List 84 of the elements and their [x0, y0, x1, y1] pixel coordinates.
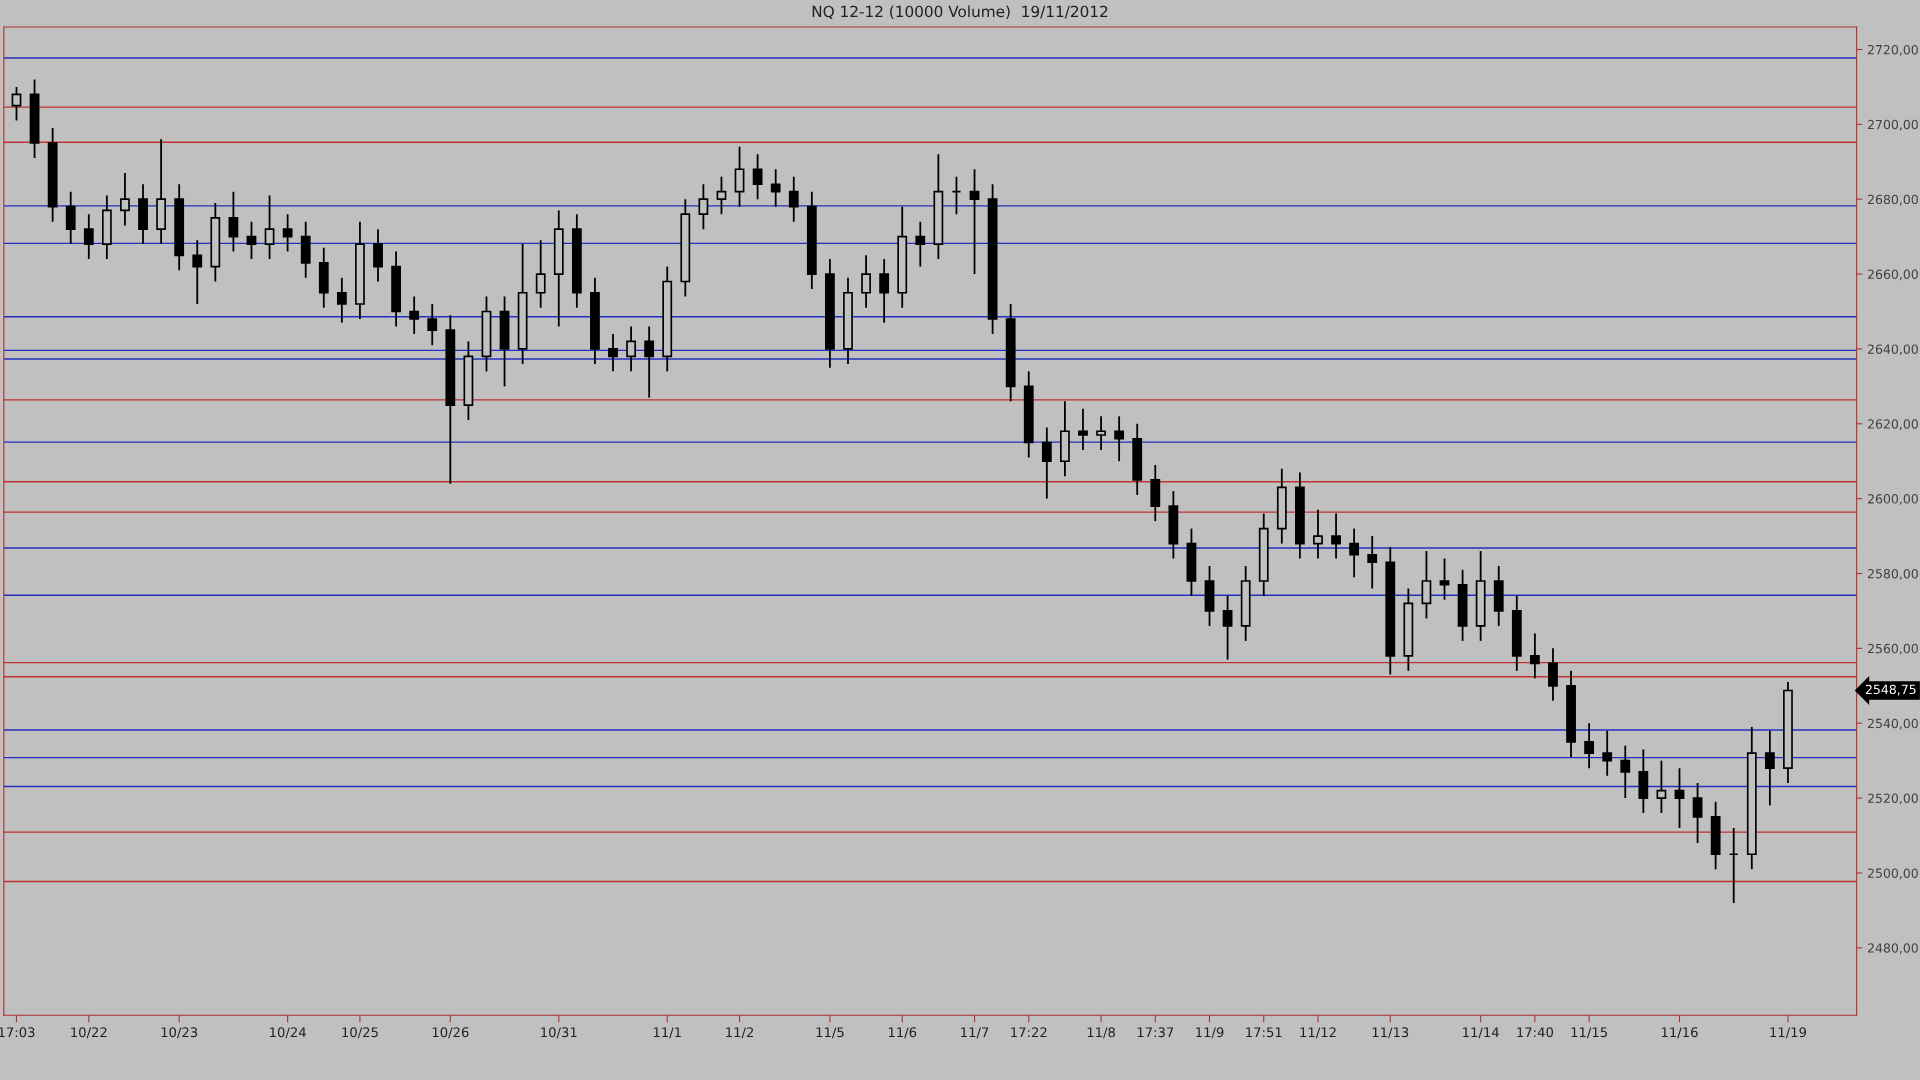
candlestick — [246, 220, 257, 260]
candlestick — [282, 213, 293, 253]
candlestick — [264, 194, 275, 260]
text: 2548,75 — [1865, 684, 1916, 696]
candlestick — [228, 190, 239, 253]
candlestick — [1222, 595, 1233, 661]
y-tick-label: 2600,00 — [1867, 494, 1918, 505]
candlestick — [65, 190, 76, 246]
candlestick — [1548, 647, 1558, 702]
y-tick-label: 2620,00 — [1867, 419, 1918, 430]
x-tick-label: 11/19 — [1770, 1027, 1807, 1039]
candlestick — [626, 325, 636, 373]
candlestick — [409, 295, 420, 335]
y-tick-label: 2540,00 — [1867, 718, 1918, 730]
y-tick-label: 2680,00 — [1867, 194, 1918, 206]
candlestick — [1529, 632, 1540, 680]
x-tick-label: 10/26 — [432, 1027, 469, 1039]
y-tick-label: 2580,00 — [1867, 568, 1918, 580]
candlestick — [734, 145, 745, 208]
y-tick-label: 2700,00 — [1867, 119, 1918, 131]
candlestick — [716, 175, 727, 216]
candlestick — [1692, 782, 1703, 844]
x-tick-label: 10/24 — [270, 1027, 306, 1039]
x-tick-label: 10/23 — [161, 1027, 198, 1039]
x-tick-label: 11/2 — [726, 1027, 754, 1039]
x-tick-label: 11/14 — [1463, 1027, 1499, 1039]
candlestick — [644, 325, 655, 399]
candlestick — [1584, 722, 1595, 770]
x-tick-label: 11/9 — [1196, 1027, 1224, 1039]
candlestick — [1041, 426, 1052, 500]
candlestick — [1421, 550, 1432, 620]
candlestick — [1313, 508, 1323, 560]
x-tick-label: 11/6 — [888, 1027, 917, 1039]
candlestick — [608, 333, 618, 373]
candlestick — [192, 239, 203, 305]
candlestick — [1674, 767, 1685, 829]
candlestick — [879, 258, 890, 324]
candlestick — [1656, 759, 1667, 814]
candlestick — [83, 213, 94, 260]
candlestick — [535, 239, 546, 309]
x-tick-label: 11/5 — [816, 1027, 844, 1039]
y-tick-label: 2560,00 — [1867, 643, 1918, 655]
x-tick-label: 17:40 — [1517, 1027, 1554, 1038]
y-tick-label: 2520,00 — [1867, 793, 1918, 805]
x-tick-label: 11/15 — [1571, 1027, 1607, 1039]
candlestick — [1078, 407, 1088, 451]
candlestick — [1602, 729, 1613, 777]
y-tick-label: 2640,00 — [1867, 344, 1918, 356]
x-tick-label: 10/22 — [71, 1027, 107, 1039]
candlestick — [1331, 512, 1341, 560]
candlestick — [336, 276, 347, 324]
candlestick — [861, 254, 871, 309]
candlestick — [770, 168, 781, 208]
x-tick-label: 10/31 — [541, 1027, 577, 1039]
x-tick-label: 11/7 — [961, 1027, 989, 1039]
x-tick-label: 11/16 — [1661, 1027, 1698, 1039]
x-tick-label: 11/1 — [653, 1027, 681, 1039]
x-tick-label: 17:51 — [1246, 1027, 1282, 1038]
candlestick — [915, 220, 926, 268]
candlestick — [373, 228, 383, 283]
x-tick-label: 17:22 — [1011, 1027, 1047, 1038]
candlestick — [1349, 527, 1360, 579]
candlestick — [427, 303, 438, 347]
y-tick-label: 2720,00 — [1867, 44, 1918, 56]
x-tick-label: 17:37 — [1137, 1027, 1174, 1038]
candlestick — [788, 175, 799, 223]
x-tick-label: 10/25 — [342, 1027, 378, 1039]
candlestick — [1114, 415, 1125, 463]
x-tick-label: 11/13 — [1372, 1027, 1409, 1039]
candlestick — [752, 153, 763, 201]
y-tick-label: 2660,00 — [1867, 269, 1918, 281]
candlestick — [698, 183, 709, 231]
candlestick — [1764, 729, 1775, 807]
candlestick — [969, 168, 980, 275]
x-tick-label: 11/12 — [1300, 1027, 1336, 1039]
candlestick — [1096, 415, 1106, 451]
chart-title: NQ 12-12 (10000 Volume) 19/11/2012 — [812, 5, 1108, 20]
candlestick — [1439, 557, 1450, 601]
candlestick — [1620, 744, 1631, 800]
candlestick — [120, 172, 130, 227]
candlestick — [1367, 535, 1378, 590]
y-tick-label: 2500,00 — [1867, 868, 1918, 880]
y-tick-label: 2480,00 — [1867, 943, 1918, 955]
x-tick-label: 11/8 — [1087, 1027, 1115, 1039]
